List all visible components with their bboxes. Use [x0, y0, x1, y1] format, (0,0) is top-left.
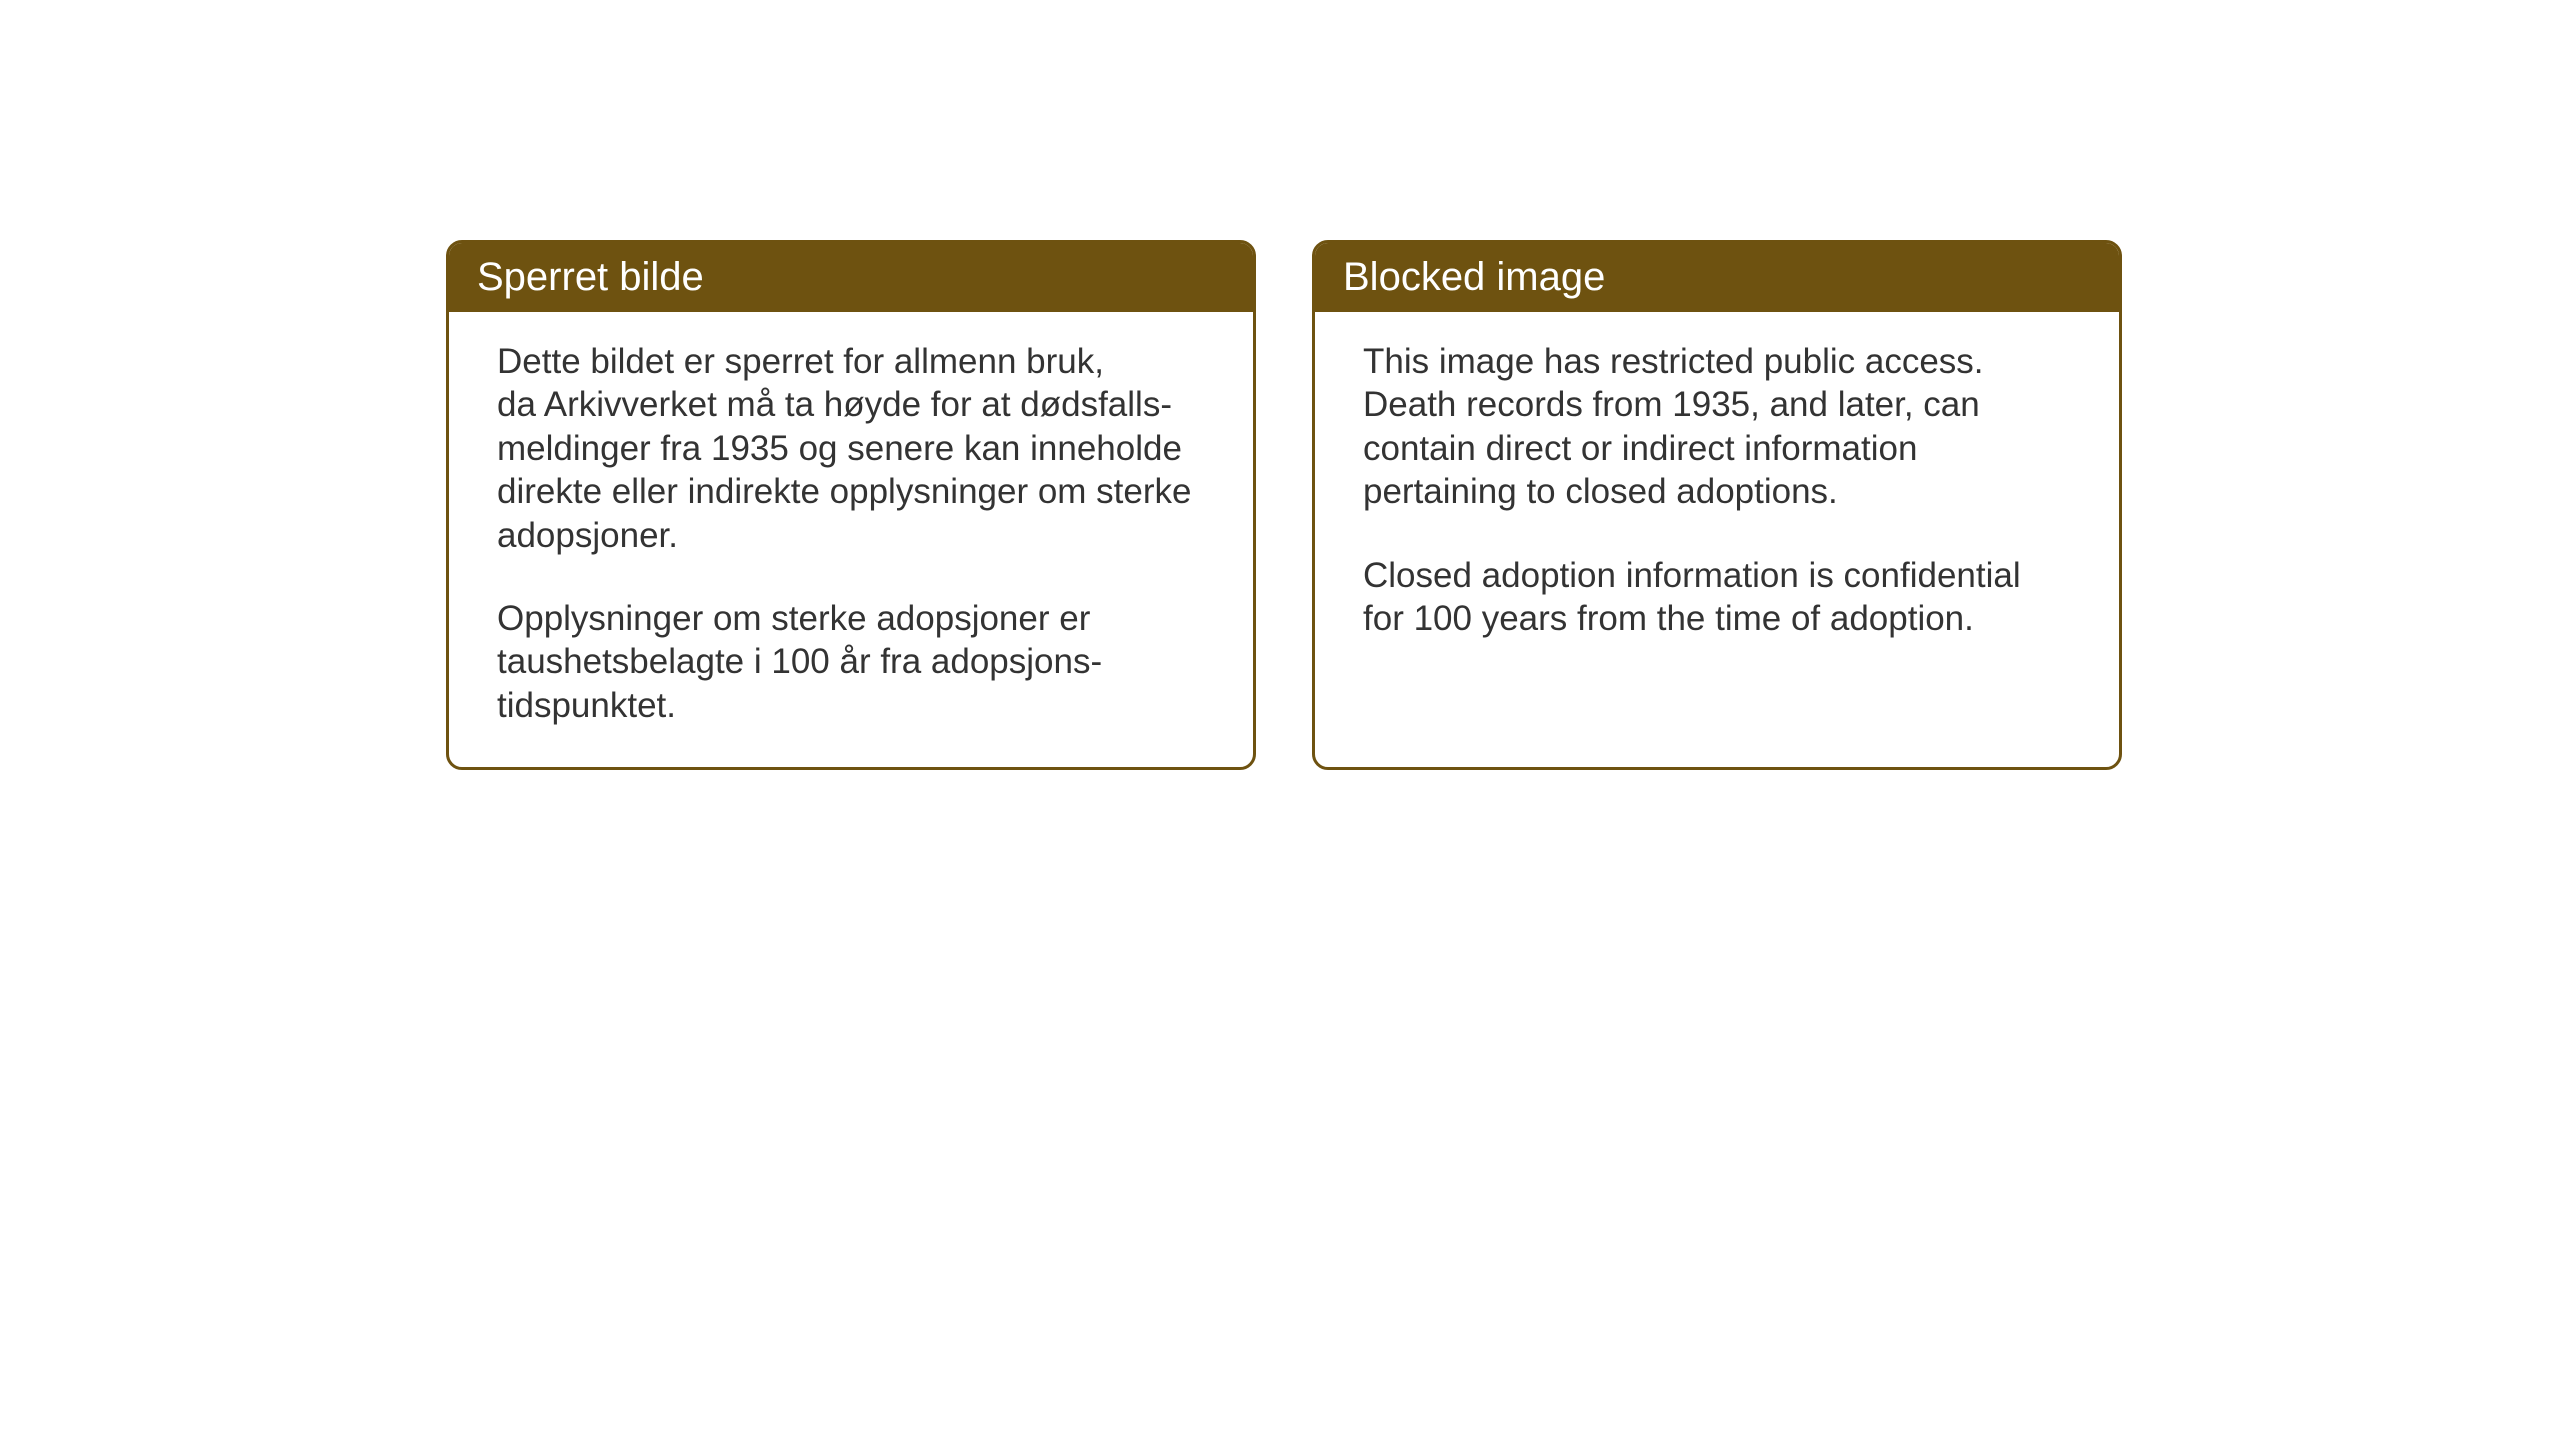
notice-box-norwegian: Sperret bilde Dette bildet er sperret fo… — [446, 240, 1256, 770]
notice-paragraph-2-en: Closed adoption information is confident… — [1363, 554, 2071, 641]
notice-header-english: Blocked image — [1315, 243, 2119, 312]
notice-header-norwegian: Sperret bilde — [449, 243, 1253, 312]
notice-paragraph-1-en: This image has restricted public access.… — [1363, 340, 2071, 514]
notice-paragraph-1-no: Dette bildet er sperret for allmenn bruk… — [497, 340, 1205, 557]
notice-body-norwegian: Dette bildet er sperret for allmenn bruk… — [449, 312, 1253, 767]
notice-box-english: Blocked image This image has restricted … — [1312, 240, 2122, 770]
notice-container: Sperret bilde Dette bildet er sperret fo… — [446, 240, 2122, 770]
notice-body-english: This image has restricted public access.… — [1315, 312, 2119, 752]
notice-paragraph-2-no: Opplysninger om sterke adopsjoner er tau… — [497, 597, 1205, 727]
